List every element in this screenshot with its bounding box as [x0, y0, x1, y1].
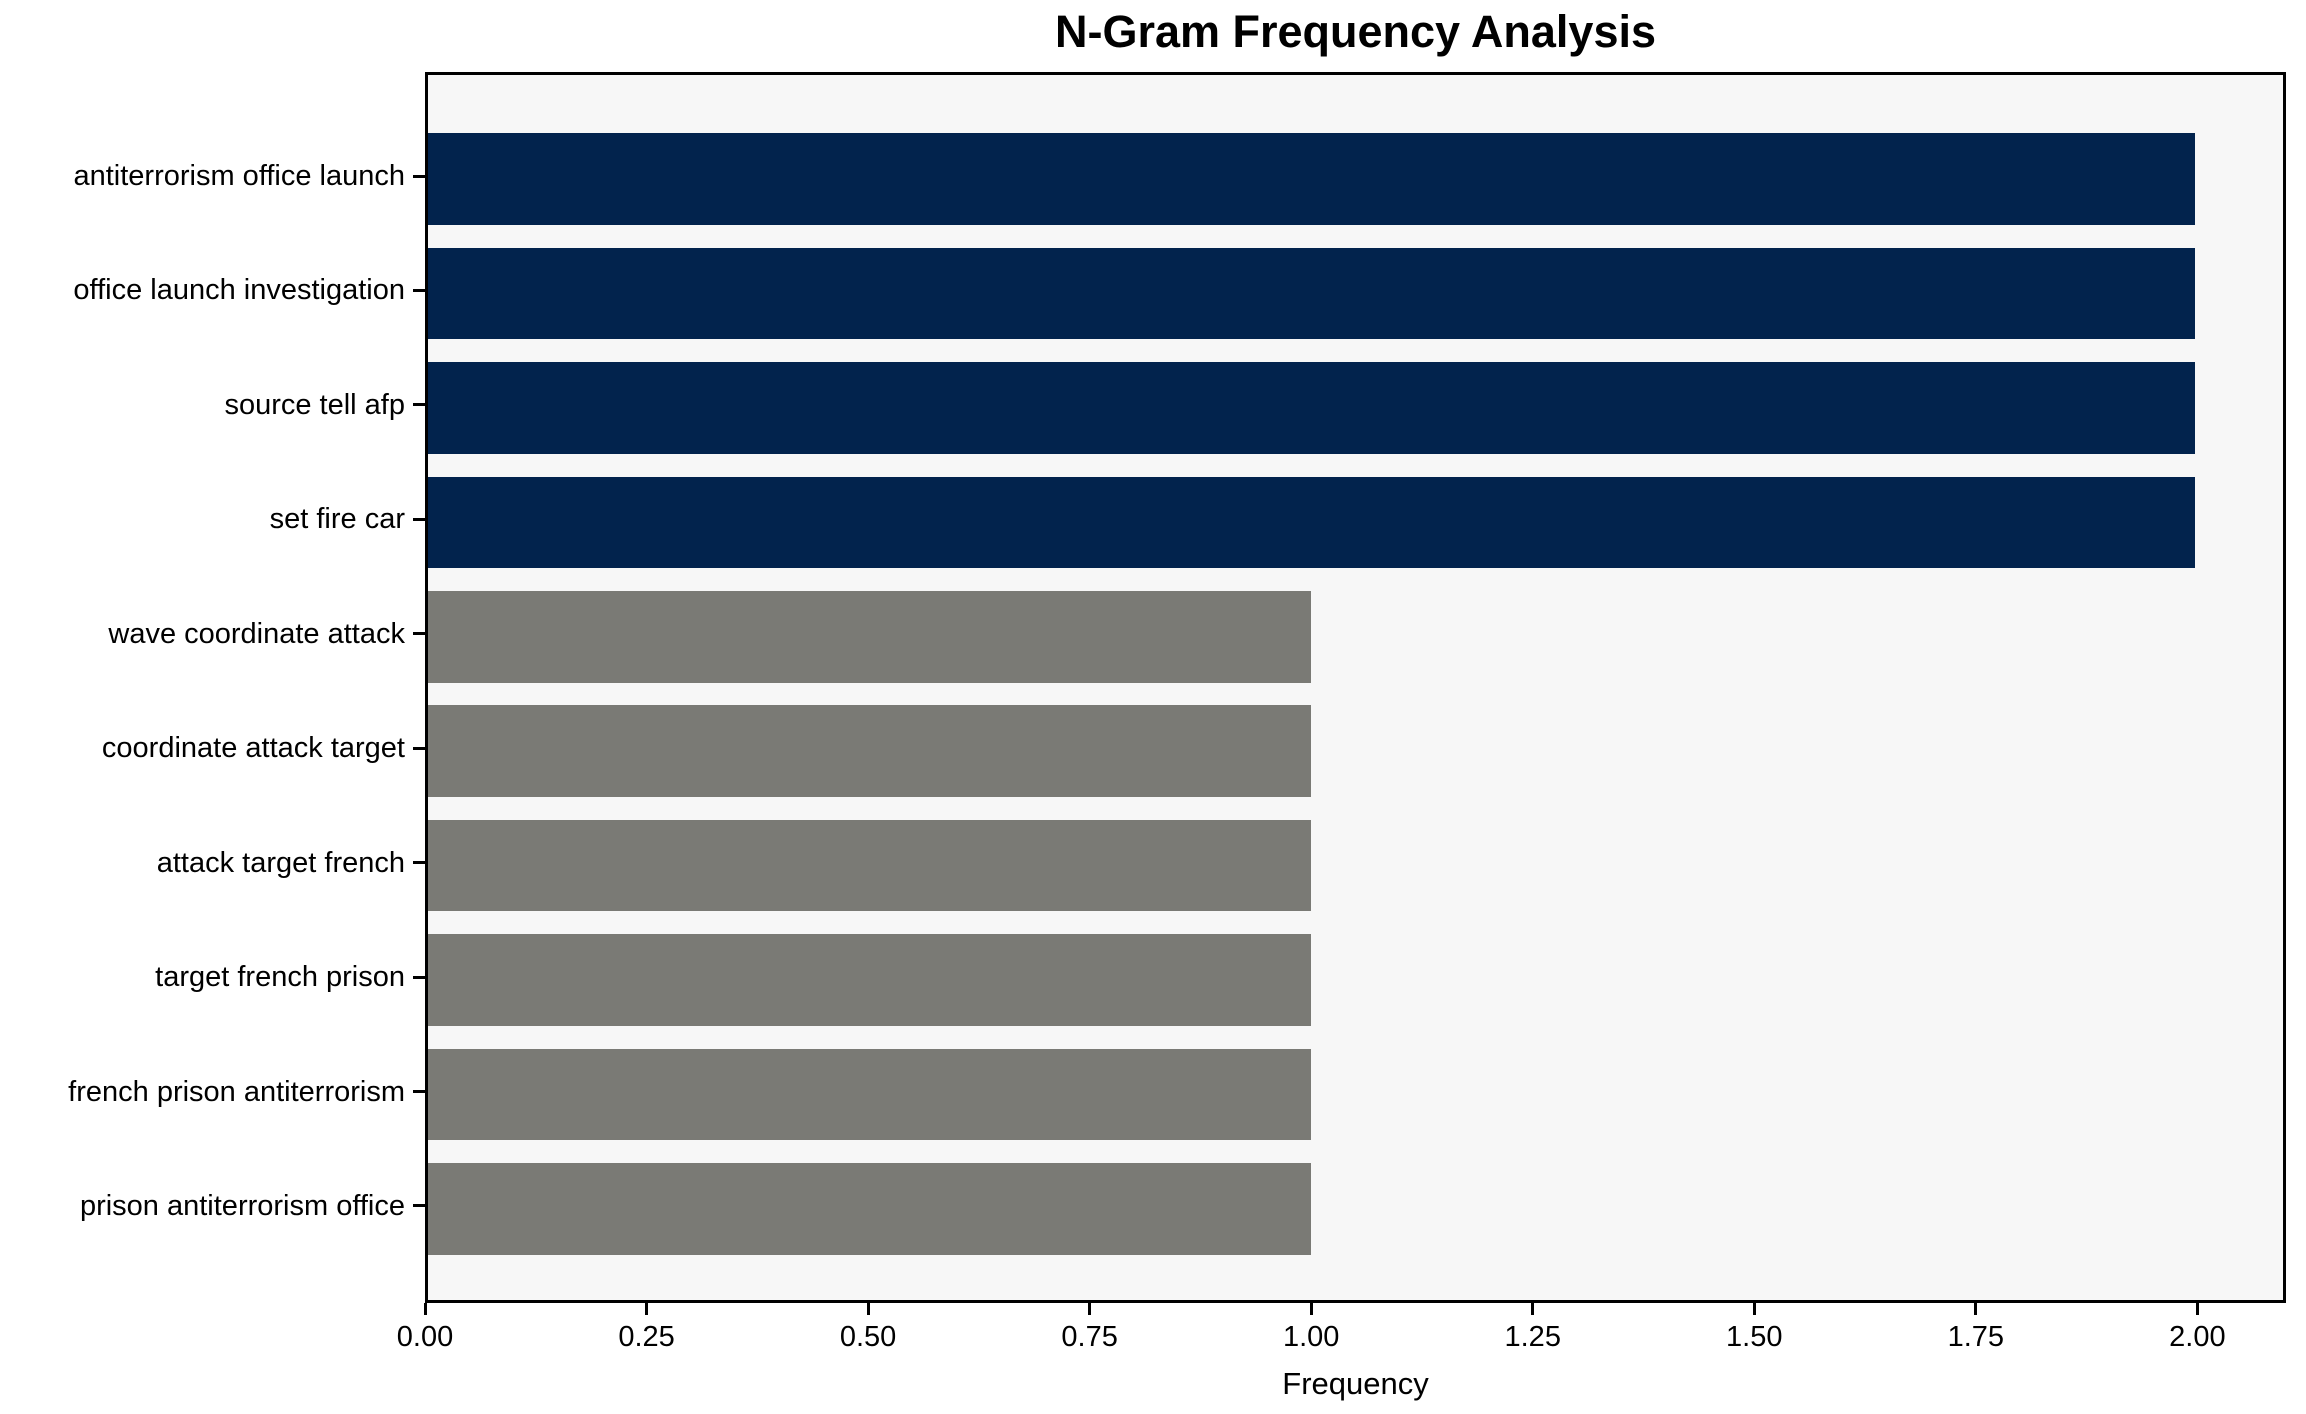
x-tick-mark	[1309, 1303, 1313, 1315]
y-tick-mark	[413, 632, 425, 636]
x-tick-mark	[1974, 1303, 1978, 1315]
x-tick-label: 1.25	[1504, 1321, 1561, 1353]
y-tick-label: attack target french	[156, 846, 405, 879]
y-tick-mark	[413, 517, 425, 521]
x-tick-label: 0.00	[396, 1321, 454, 1353]
bar-set-fire-car	[428, 476, 2195, 569]
bar-wave-coordinate-attack	[428, 591, 1312, 683]
y-tick-label: prison antiterrorism office	[79, 1189, 405, 1222]
y-tick-label: target french prison	[155, 961, 405, 994]
x-tick-label: 1.75	[1947, 1321, 2005, 1353]
x-axis-title: Frequency	[1282, 1366, 1429, 1401]
bar-target-french-prison	[428, 934, 1312, 1026]
x-tick-mark	[1088, 1303, 1092, 1315]
y-tick-mark	[413, 746, 425, 750]
y-tick-mark	[413, 403, 425, 407]
y-tick-label: source tell afp	[224, 388, 405, 421]
x-tick-label: 2.00	[2169, 1321, 2226, 1353]
bar-source-tell-afp	[428, 362, 2195, 454]
y-tick-label: office launch investigation	[73, 274, 405, 307]
chart-title: N-Gram Frequency Analysis	[1054, 6, 1657, 57]
x-tick-label: 1.50	[1726, 1321, 1783, 1353]
x-tick-mark	[1752, 1303, 1756, 1315]
y-tick-label: french prison antiterrorism	[68, 1075, 405, 1108]
bar-attack-target-french	[428, 819, 1312, 912]
bar-coordinate-attack-target	[428, 705, 1312, 797]
y-tick-mark	[413, 288, 425, 292]
plot-area	[425, 72, 2286, 1303]
bar-office-launch-investigation	[428, 247, 2195, 340]
x-tick-mark	[1531, 1303, 1535, 1315]
bar-french-prison-antiterrorism	[428, 1048, 1312, 1141]
x-tick-mark	[866, 1303, 870, 1315]
x-tick-label: 0.75	[1061, 1321, 1118, 1353]
y-tick-mark	[413, 861, 425, 865]
x-tick-label: 0.50	[839, 1321, 897, 1353]
y-tick-label: antiterrorism office launch	[73, 160, 405, 192]
x-tick-label: 1.00	[1282, 1321, 1340, 1353]
y-tick-label: coordinate attack target	[101, 732, 405, 765]
x-tick-mark	[645, 1303, 649, 1315]
y-tick-mark	[413, 1204, 425, 1208]
bar-prison-antiterrorism-office	[428, 1163, 1312, 1255]
x-tick-mark	[2195, 1303, 2199, 1315]
y-tick-mark	[413, 174, 425, 178]
bar-antiterrorism-office-launch	[428, 133, 2195, 225]
x-tick-label: 0.25	[618, 1321, 675, 1353]
y-tick-mark	[413, 1090, 425, 1094]
y-tick-label: wave coordinate attack	[108, 617, 405, 650]
y-tick-mark	[413, 975, 425, 979]
y-tick-label: set fire car	[269, 503, 405, 536]
x-tick-mark	[423, 1303, 427, 1315]
